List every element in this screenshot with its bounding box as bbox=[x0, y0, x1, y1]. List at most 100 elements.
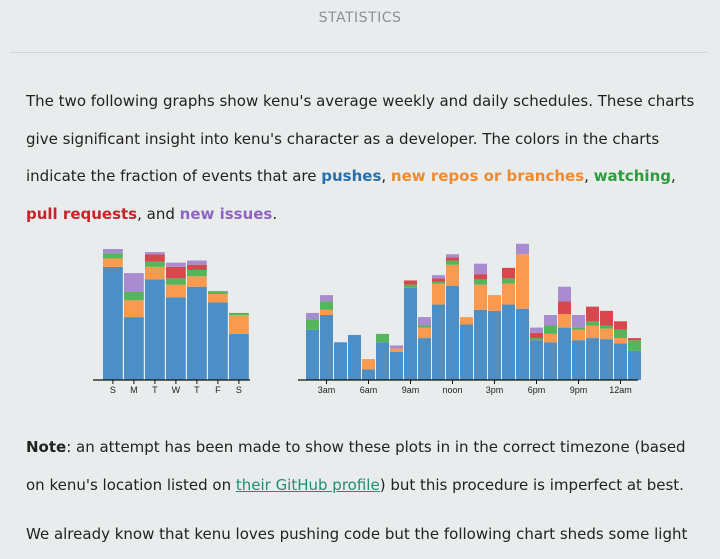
daily-bar-push-11 bbox=[460, 324, 473, 380]
daily-bar-watch-23 bbox=[628, 340, 641, 351]
legend-new-issues: new issues bbox=[179, 204, 273, 223]
intro-paragraph: The two following graphs show kenu's ave… bbox=[26, 92, 695, 223]
weekly-bar-pull-2 bbox=[145, 254, 165, 262]
daily-tick-label-4: 6am bbox=[360, 385, 378, 395]
weekly-tick-label-4: T bbox=[194, 385, 200, 395]
note-label: Note bbox=[26, 438, 67, 456]
daily-bar-pull-21 bbox=[600, 310, 613, 326]
weekly-tick-label-3: W bbox=[172, 385, 181, 395]
daily-bar-create-22 bbox=[614, 338, 627, 344]
daily-tick-label-13: 3pm bbox=[486, 385, 504, 395]
daily-bar-create-10 bbox=[446, 264, 459, 286]
daily-bar-issue-1 bbox=[320, 295, 333, 302]
daily-bar-watch-20 bbox=[586, 321, 599, 326]
daily-bar-push-17 bbox=[544, 342, 557, 380]
daily-bar-issue-9 bbox=[432, 275, 445, 279]
daily-bar-watch-21 bbox=[600, 325, 613, 329]
daily-bar-issue-16 bbox=[530, 327, 543, 333]
daily-bar-issue-17 bbox=[544, 315, 557, 326]
daily-bar-create-11 bbox=[460, 317, 473, 325]
daily-bar-push-22 bbox=[614, 343, 627, 380]
weekly-bar-push-6 bbox=[229, 333, 249, 380]
daily-bar-push-19 bbox=[572, 340, 585, 380]
daily-tick-label-10: noon bbox=[442, 385, 462, 395]
daily-bar-push-2 bbox=[334, 342, 347, 380]
weekly-bar-watch-4 bbox=[187, 269, 207, 277]
daily-bar-watch-0 bbox=[306, 319, 319, 330]
daily-bar-push-4 bbox=[362, 369, 375, 380]
legend-watching: watching bbox=[593, 167, 671, 185]
daily-bar-push-14 bbox=[502, 304, 515, 380]
weekly-bar-watch-3 bbox=[166, 278, 186, 285]
github-profile-link[interactable]: their GitHub profile bbox=[235, 475, 380, 494]
daily-bar-watch-7 bbox=[404, 284, 417, 288]
daily-bar-pull-18 bbox=[558, 301, 571, 314]
weekly-bar-push-2 bbox=[145, 279, 165, 380]
weekly-bar-issue-1 bbox=[124, 273, 144, 292]
weekly-bar-watch-6 bbox=[229, 312, 249, 316]
daily-bar-issue-19 bbox=[572, 315, 585, 328]
daily-bar-watch-9 bbox=[432, 281, 445, 284]
daily-bar-push-0 bbox=[306, 329, 319, 380]
weekly-bar-issue-0 bbox=[103, 249, 123, 254]
section-title: STATISTICS bbox=[318, 10, 402, 26]
daily-bar-watch-14 bbox=[502, 278, 515, 284]
weekly-bar-pull-3 bbox=[166, 266, 186, 279]
daily-bar-push-5 bbox=[376, 342, 389, 380]
weekly-bar-create-2 bbox=[145, 266, 165, 280]
daily-bar-push-23 bbox=[628, 350, 641, 380]
note-text: : an attempt has been made to show these… bbox=[26, 438, 686, 494]
daily-bar-push-15 bbox=[516, 308, 529, 380]
daily-bar-watch-22 bbox=[614, 329, 627, 339]
weekly-tick-label-6: S bbox=[236, 385, 242, 395]
daily-bar-create-17 bbox=[544, 333, 557, 343]
daily-bar-watch-10 bbox=[446, 260, 459, 265]
daily-bar-push-7 bbox=[404, 287, 417, 380]
weekly-bar-push-3 bbox=[166, 297, 186, 380]
daily-bar-watch-12 bbox=[474, 279, 487, 285]
weekly-tick-label-5: F bbox=[215, 385, 221, 395]
daily-tick-label-19: 9pm bbox=[570, 385, 588, 395]
daily-bar-push-3 bbox=[348, 334, 361, 380]
daily-tick-label-1: 3am bbox=[318, 385, 336, 395]
note-text-end: ) but this procedure is imperfect at bes… bbox=[379, 475, 684, 494]
daily-bar-create-4 bbox=[362, 359, 375, 370]
daily-bar-issue-10 bbox=[446, 254, 459, 258]
weekly-bar-issue-4 bbox=[187, 260, 207, 265]
daily-bar-watch-8 bbox=[418, 325, 431, 328]
daily-bar-push-1 bbox=[320, 315, 333, 380]
daily-bar-watch-17 bbox=[544, 325, 557, 334]
weekly-bar-watch-1 bbox=[124, 291, 144, 301]
daily-bar-watch-19 bbox=[572, 327, 585, 330]
daily-bar-create-12 bbox=[474, 284, 487, 310]
intro-text: The two following graphs show kenu's ave… bbox=[26, 92, 695, 185]
daily-bar-push-9 bbox=[432, 304, 445, 380]
weekly-bar-create-4 bbox=[187, 276, 207, 287]
daily-bar-pull-20 bbox=[586, 306, 599, 322]
daily-bar-issue-8 bbox=[418, 317, 431, 326]
daily-bar-issue-6 bbox=[390, 345, 403, 349]
daily-tick-label-22: 12am bbox=[609, 385, 632, 395]
daily-bar-push-8 bbox=[418, 338, 431, 380]
daily-bar-pull-7 bbox=[404, 280, 417, 285]
closing-paragraph: We already know that kenu loves pushing … bbox=[26, 525, 688, 543]
daily-bar-pull-22 bbox=[614, 321, 627, 330]
daily-bar-create-14 bbox=[502, 283, 515, 305]
weekly-bar-push-1 bbox=[124, 317, 144, 380]
daily-bar-create-21 bbox=[600, 328, 613, 340]
legend-pull-requests: pull requests bbox=[26, 204, 138, 223]
daily-bar-issue-18 bbox=[558, 286, 571, 302]
weekly-bar-push-5 bbox=[208, 302, 228, 380]
weekly-bar-watch-0 bbox=[103, 253, 123, 259]
weekly-tick-label-1: M bbox=[130, 385, 138, 395]
weekly-bar-create-5 bbox=[208, 294, 228, 303]
legend-pushes: pushes bbox=[321, 167, 382, 185]
daily-bar-push-16 bbox=[530, 340, 543, 380]
daily-bar-watch-1 bbox=[320, 301, 333, 310]
daily-bar-push-18 bbox=[558, 327, 571, 380]
daily-bar-watch-16 bbox=[530, 338, 543, 341]
daily-bar-pull-9 bbox=[432, 278, 445, 282]
note-paragraph: Note: an attempt has been made to show t… bbox=[26, 429, 696, 504]
